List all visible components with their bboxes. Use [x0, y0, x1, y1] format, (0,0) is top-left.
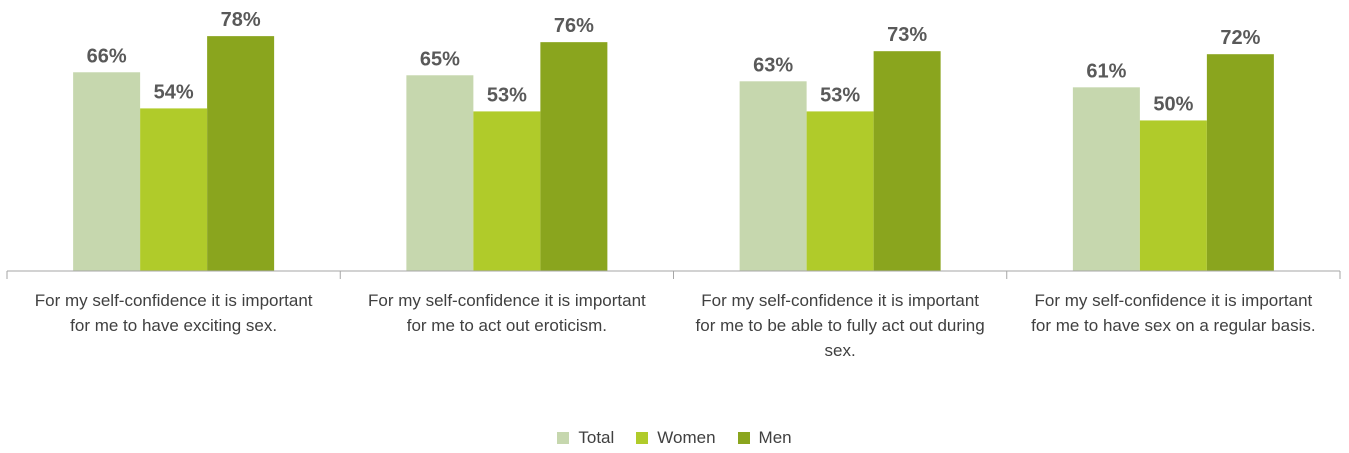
data-label: 76%	[554, 15, 594, 37]
bar	[739, 81, 807, 271]
data-label: 53%	[820, 84, 860, 106]
legend-label: Men	[758, 428, 792, 447]
data-label: 78%	[221, 9, 261, 31]
bar	[1206, 54, 1274, 272]
data-label: 65%	[420, 48, 460, 70]
bar	[1139, 120, 1207, 271]
x-tick-label: For my self-confidence it is important f…	[1031, 291, 1316, 335]
legend-swatch	[737, 432, 750, 444]
legend: Total Women Men	[0, 428, 1349, 448]
x-tick-label: For my self-confidence it is important f…	[367, 291, 646, 335]
data-label: 72%	[1220, 27, 1260, 49]
data-label: 53%	[487, 84, 527, 106]
legend-item: Men	[737, 428, 792, 448]
legend-swatch	[636, 432, 649, 444]
data-label: 50%	[1153, 93, 1193, 115]
bar	[473, 111, 541, 272]
bar	[806, 111, 874, 272]
legend-label: Women	[657, 428, 716, 447]
legend-item: Total	[557, 428, 614, 448]
bar	[140, 108, 208, 272]
legend-label: Total	[578, 428, 615, 447]
data-label: 63%	[753, 54, 793, 76]
x-tick-label: For my self-confidence it is important f…	[695, 291, 985, 360]
data-label: 61%	[1086, 60, 1126, 82]
bar	[540, 42, 608, 272]
data-label: 73%	[887, 24, 927, 46]
data-label: 66%	[87, 45, 127, 67]
bar	[207, 36, 275, 272]
legend-item: Women	[636, 428, 716, 448]
x-tick-label: For my self-confidence it is important f…	[34, 291, 313, 335]
chart: 66% 54% 78% 65% 53% 76% 63% 53% 73% 61% 50% 72%	[6, 9, 1341, 279]
data-label: 54%	[154, 81, 194, 103]
bar	[1072, 87, 1140, 271]
bar	[406, 75, 474, 272]
legend-swatch	[557, 432, 570, 444]
bar	[873, 51, 941, 271]
bar	[73, 72, 141, 272]
